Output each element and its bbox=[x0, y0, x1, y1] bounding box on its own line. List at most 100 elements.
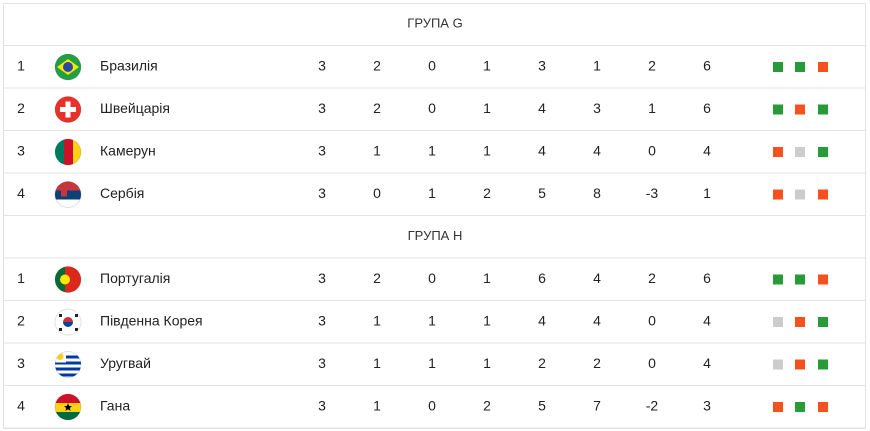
team-name: Сербія bbox=[100, 185, 144, 201]
flag-outline bbox=[54, 96, 82, 123]
team-name: Португалія bbox=[100, 270, 170, 286]
team-flag bbox=[55, 351, 81, 378]
form-result bbox=[773, 62, 783, 72]
stat: 4 bbox=[593, 143, 601, 159]
stat: 3 bbox=[318, 398, 326, 414]
team-flag bbox=[55, 139, 81, 165]
stat: 2 bbox=[538, 355, 546, 371]
form-result bbox=[773, 402, 783, 412]
stat: 0 bbox=[373, 185, 381, 201]
form-result bbox=[795, 62, 805, 72]
flag-part bbox=[60, 107, 76, 112]
flag-outline bbox=[54, 308, 82, 336]
stat: 4 bbox=[593, 313, 601, 329]
team-flag bbox=[55, 394, 81, 420]
stat: 1 bbox=[593, 58, 601, 74]
stat: -3 bbox=[646, 185, 659, 201]
stat: 1 bbox=[483, 100, 491, 116]
form-result bbox=[818, 274, 828, 285]
flag-part bbox=[55, 199, 81, 208]
form-result bbox=[773, 317, 783, 327]
stat: 2 bbox=[593, 355, 601, 371]
stat: 3 bbox=[318, 100, 326, 116]
position: 2 bbox=[17, 313, 25, 329]
flag-outline bbox=[54, 266, 82, 293]
flag-part bbox=[55, 190, 81, 200]
flag-part bbox=[59, 314, 62, 317]
form-result bbox=[818, 189, 828, 200]
stat: 2 bbox=[648, 58, 656, 74]
stat: 4 bbox=[538, 313, 546, 329]
stat: 4 bbox=[538, 143, 546, 159]
group-title: ГРУПА G bbox=[407, 15, 462, 30]
flag-part bbox=[64, 139, 73, 165]
stat: 5 bbox=[538, 398, 546, 414]
stat: 4 bbox=[703, 313, 711, 329]
team-name: Гана bbox=[100, 398, 130, 414]
team-name: Південна Корея bbox=[100, 313, 203, 329]
flag-part bbox=[73, 139, 81, 165]
stat: 3 bbox=[318, 58, 326, 74]
flag-outline bbox=[54, 138, 82, 166]
form-result bbox=[773, 104, 783, 115]
group-title: ГРУПА H bbox=[408, 228, 463, 243]
team-flag bbox=[55, 96, 81, 123]
stat: 2 bbox=[373, 270, 381, 286]
stat: 1 bbox=[483, 355, 491, 371]
flag-part bbox=[59, 328, 62, 331]
stat: 3 bbox=[593, 100, 601, 116]
flag-part bbox=[55, 355, 81, 359]
position: 4 bbox=[17, 398, 25, 414]
flag-part bbox=[75, 328, 78, 331]
flag-part bbox=[65, 266, 81, 293]
stat: 1 bbox=[483, 270, 491, 286]
stat: 7 bbox=[593, 398, 601, 414]
flag-part bbox=[63, 317, 73, 322]
stat: 1 bbox=[373, 398, 381, 414]
flag-part bbox=[55, 181, 81, 191]
flag-outline bbox=[54, 181, 82, 208]
team-flag bbox=[55, 266, 81, 293]
stat: 6 bbox=[538, 270, 546, 286]
stat: 1 bbox=[483, 58, 491, 74]
position: 1 bbox=[17, 270, 25, 286]
team-name: Уругвай bbox=[100, 355, 151, 371]
stat: 3 bbox=[703, 398, 711, 414]
team-flag bbox=[55, 309, 81, 335]
stat: 4 bbox=[538, 100, 546, 116]
form-result bbox=[773, 359, 783, 370]
form-result bbox=[818, 317, 828, 327]
form-result bbox=[795, 104, 805, 115]
stat: 1 bbox=[648, 100, 656, 116]
stat: 6 bbox=[703, 100, 711, 116]
stat: 1 bbox=[703, 185, 711, 201]
stat: 0 bbox=[428, 58, 436, 74]
flag-part bbox=[63, 322, 73, 327]
flag-part bbox=[63, 62, 73, 72]
team-name: Бразилія bbox=[100, 58, 158, 74]
stat: 1 bbox=[483, 313, 491, 329]
form-result bbox=[818, 147, 828, 157]
team-flag bbox=[55, 181, 81, 208]
stat: 6 bbox=[703, 270, 711, 286]
form-result bbox=[818, 62, 828, 72]
stat: 0 bbox=[428, 398, 436, 414]
form-result bbox=[773, 274, 783, 285]
stat: 6 bbox=[703, 58, 711, 74]
stat: 1 bbox=[373, 143, 381, 159]
stat: 3 bbox=[318, 313, 326, 329]
stat: 2 bbox=[483, 398, 491, 414]
team-name: Швейцарія bbox=[100, 100, 170, 116]
flag-outline bbox=[54, 351, 82, 378]
stat: 1 bbox=[428, 355, 436, 371]
form-result bbox=[818, 402, 828, 412]
stat: 0 bbox=[428, 270, 436, 286]
stat: -2 bbox=[646, 398, 659, 414]
flag-outline bbox=[54, 53, 82, 81]
flag-outline bbox=[54, 393, 82, 421]
position: 1 bbox=[17, 58, 25, 74]
flag-part bbox=[61, 186, 67, 197]
stat: 1 bbox=[483, 143, 491, 159]
stat: 0 bbox=[648, 143, 656, 159]
form-result bbox=[795, 317, 805, 327]
